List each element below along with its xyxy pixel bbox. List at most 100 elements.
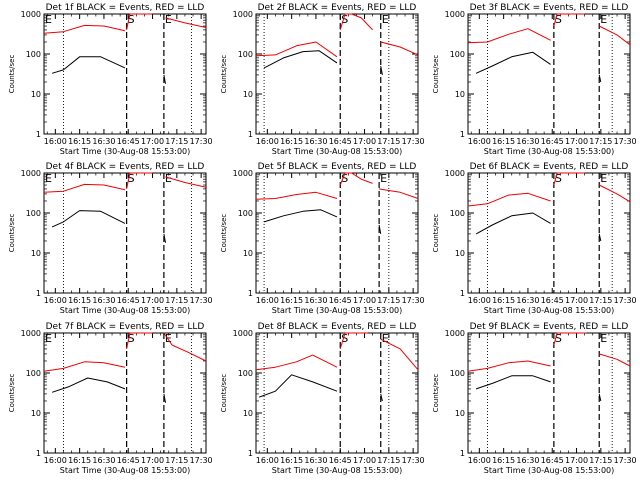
series-events-line	[51, 377, 126, 393]
series-lld-line	[43, 361, 126, 372]
x-tick-label: 17:30	[614, 137, 637, 146]
x-axis-label: Start Time (30-Aug-08 15:53:00)	[272, 306, 403, 315]
y-tick-label: 100	[26, 369, 41, 378]
panel-det-6: 1 10 100 1000 16:00 16:15 16:30 16:45 17:00 17:15…	[432, 162, 637, 315]
y-tick-label: 1	[36, 130, 41, 139]
x-tick-label: 17:00	[353, 296, 376, 305]
panel-title: Det 2f BLACK = Events, RED = LLD	[258, 3, 417, 13]
series-lld-line	[339, 332, 368, 350]
y-tick-label: 10	[31, 409, 41, 418]
x-tick-label: 16:30	[304, 137, 327, 146]
x-tick-label: 17:00	[141, 456, 164, 465]
x-tick-label: 16:15	[492, 456, 515, 465]
series-events-line	[163, 233, 166, 243]
panel-det-8: 1 10 100 1000 16:00 16:15 16:30 16:45 17:00 17:15…	[220, 322, 425, 475]
series-lld-line	[467, 192, 551, 207]
time-marker-label: E	[600, 332, 607, 345]
y-tick-label: 1000	[233, 10, 253, 19]
series-events-line	[259, 374, 338, 398]
time-marker-label: S	[341, 332, 348, 345]
x-tick-label: 16:30	[92, 456, 115, 465]
series-lld-line	[165, 176, 207, 188]
series-lld-line	[553, 332, 587, 346]
y-tick-label: 10	[31, 249, 41, 258]
x-tick-label: 16:30	[304, 296, 327, 305]
x-tick-label: 17:15	[589, 456, 612, 465]
x-tick-label: 17:15	[165, 296, 188, 305]
series-events-line	[598, 393, 602, 402]
x-tick-label: 16:30	[304, 456, 327, 465]
time-marker-label: E	[600, 13, 607, 26]
y-axis-label: Counts/sec	[432, 374, 440, 413]
x-tick-label: 16:00	[256, 137, 279, 146]
y-tick-label: 1	[460, 130, 465, 139]
x-tick-label: 16:45	[117, 456, 140, 465]
y-axis-label: Counts/sec	[432, 214, 440, 253]
x-tick-label: 16:00	[468, 296, 491, 305]
x-tick-label: 16:45	[329, 137, 352, 146]
panel-det-2: 1 10 100 1000 16:00 16:15 16:30 16:45 17:00 17:15…	[220, 3, 425, 156]
series-events-line	[475, 212, 551, 235]
series-lld-line	[380, 41, 419, 56]
time-marker-label: S	[555, 13, 562, 26]
time-marker-label: E	[165, 332, 172, 345]
time-marker-label: E	[382, 332, 389, 345]
y-tick-label: 1	[36, 289, 41, 298]
panel-det-4: 1 10 100 1000 16:00 16:15 16:30 16:45 17:00 17:15…	[8, 162, 213, 315]
x-tick-label: 17:00	[353, 137, 376, 146]
y-tick-label: 10	[243, 409, 253, 418]
x-tick-label: 17:30	[190, 456, 213, 465]
x-tick-label: 16:15	[492, 137, 515, 146]
x-tick-label: 17:15	[377, 137, 400, 146]
time-marker-label: E	[45, 332, 52, 345]
panel-det-1: 1 10 100 1000 16:00 16:15 16:30 16:45 17:00 17:15…	[8, 3, 213, 156]
x-tick-label: 16:45	[541, 137, 564, 146]
x-tick-label: 16:15	[280, 137, 303, 146]
y-tick-label: 1000	[445, 169, 465, 178]
time-marker-label: S	[341, 172, 348, 185]
x-tick-label: 17:30	[614, 296, 637, 305]
time-marker-label: S	[341, 13, 348, 26]
x-tick-label: 17:15	[377, 296, 400, 305]
series-lld-line	[126, 13, 153, 31]
panel-title: Det 8f BLACK = Events, RED = LLD	[258, 322, 417, 332]
y-tick-label: 100	[450, 50, 465, 59]
x-axis-label: Start Time (30-Aug-08 15:53:00)	[60, 306, 191, 315]
x-tick-label: 16:00	[44, 456, 67, 465]
x-axis-label: Start Time (30-Aug-08 15:53:00)	[484, 147, 615, 156]
x-tick-label: 16:00	[44, 137, 67, 146]
x-tick-label: 17:00	[141, 296, 164, 305]
x-tick-label: 17:00	[565, 137, 588, 146]
y-tick-label: 1000	[233, 329, 253, 338]
x-tick-label: 16:45	[541, 456, 564, 465]
x-tick-label: 17:30	[614, 456, 637, 465]
series-lld-line	[339, 13, 373, 31]
y-tick-label: 100	[26, 50, 41, 59]
x-tick-label: 16:30	[92, 296, 115, 305]
time-marker-label: S	[128, 332, 135, 345]
x-tick-label: 17:15	[165, 137, 188, 146]
y-tick-label: 1000	[21, 329, 41, 338]
x-tick-label: 16:15	[280, 296, 303, 305]
plot-frame	[255, 332, 419, 454]
y-tick-label: 1	[36, 449, 41, 458]
time-marker-label: S	[555, 172, 562, 185]
y-tick-label: 100	[26, 209, 41, 218]
y-axis-label: Counts/sec	[8, 55, 16, 94]
x-tick-label: 17:30	[190, 137, 213, 146]
x-axis-label: Start Time (30-Aug-08 15:53:00)	[484, 306, 615, 315]
x-tick-label: 17:00	[353, 456, 376, 465]
series-lld-line	[126, 172, 153, 190]
panel-title: Det 5f BLACK = Events, RED = LLD	[258, 162, 417, 172]
x-tick-label: 17:15	[589, 137, 612, 146]
time-marker-label: E	[382, 13, 389, 26]
x-axis-label: Start Time (30-Aug-08 15:53:00)	[272, 466, 403, 475]
y-tick-label: 1000	[21, 169, 41, 178]
y-tick-label: 10	[31, 90, 41, 99]
x-tick-label: 16:15	[68, 456, 91, 465]
y-tick-label: 100	[450, 209, 465, 218]
x-tick-label: 16:00	[468, 456, 491, 465]
x-tick-label: 16:45	[117, 296, 140, 305]
y-tick-label: 1000	[233, 169, 253, 178]
time-marker-label: E	[600, 172, 607, 185]
